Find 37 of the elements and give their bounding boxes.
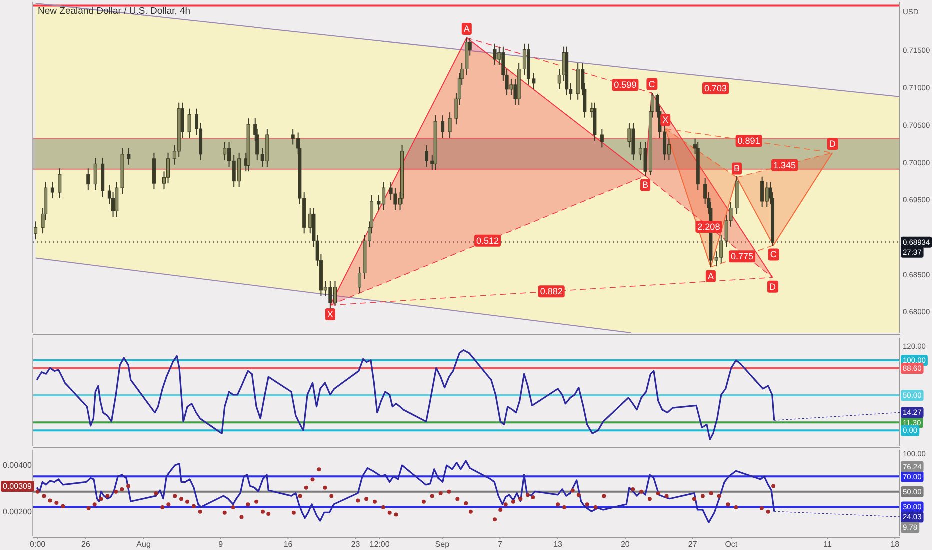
x-tick-label: 12:00 [370, 540, 390, 549]
annotation: 0.599 [614, 80, 637, 90]
annotation: B [642, 180, 649, 190]
x-tick-label: Aug [136, 540, 151, 549]
x-tick-label: Oct [725, 540, 738, 549]
y2-tick-label: 0.00400 [3, 460, 32, 470]
annotation: D [829, 139, 836, 150]
chart-title: New Zealand Dollar / U.S. Dollar, 4h [38, 6, 191, 17]
x-tick-label: 9 [218, 540, 224, 549]
x-tick-label: Sep [435, 540, 450, 549]
annotation: 0.775 [730, 252, 754, 262]
annotation: D [770, 282, 777, 292]
x-tick-label: 0:00 [30, 540, 46, 549]
annotation: A [464, 24, 470, 34]
x-tick-label: 20 [620, 540, 630, 549]
x-tick-label: 18 [890, 540, 900, 549]
annotation: 1.345 [774, 160, 796, 170]
y2-tick-label: 0.00200 [3, 507, 32, 516]
annotation: 0.512 [476, 236, 500, 246]
x-tick-label: 16 [284, 540, 294, 549]
annotation: C [648, 79, 656, 90]
annotation: 0.703 [704, 83, 728, 94]
annotation: 0.891 [738, 136, 760, 146]
x-tick-label: 27 [688, 540, 698, 549]
text: 0.00309 [3, 482, 32, 492]
annotation: B [734, 164, 740, 174]
annotation: X [662, 115, 669, 126]
annotation: 2.208 [698, 222, 720, 232]
annotation: 0.882 [540, 286, 563, 297]
x-tick-label: 11 [824, 540, 832, 549]
annotation: X [327, 310, 334, 320]
x-tick-label: 13 [554, 540, 564, 549]
annotation: C [770, 250, 778, 260]
x-tick-label: 26 [82, 540, 91, 549]
annotation: A [708, 271, 714, 282]
x-tick-label: 7 [498, 540, 503, 549]
x-tick-label: 23 [351, 540, 361, 549]
